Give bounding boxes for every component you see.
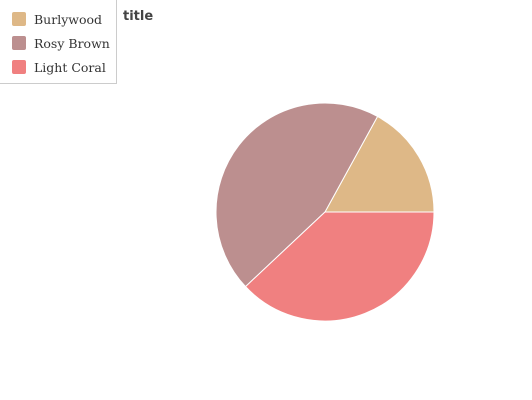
pie-chart (0, 0, 532, 400)
